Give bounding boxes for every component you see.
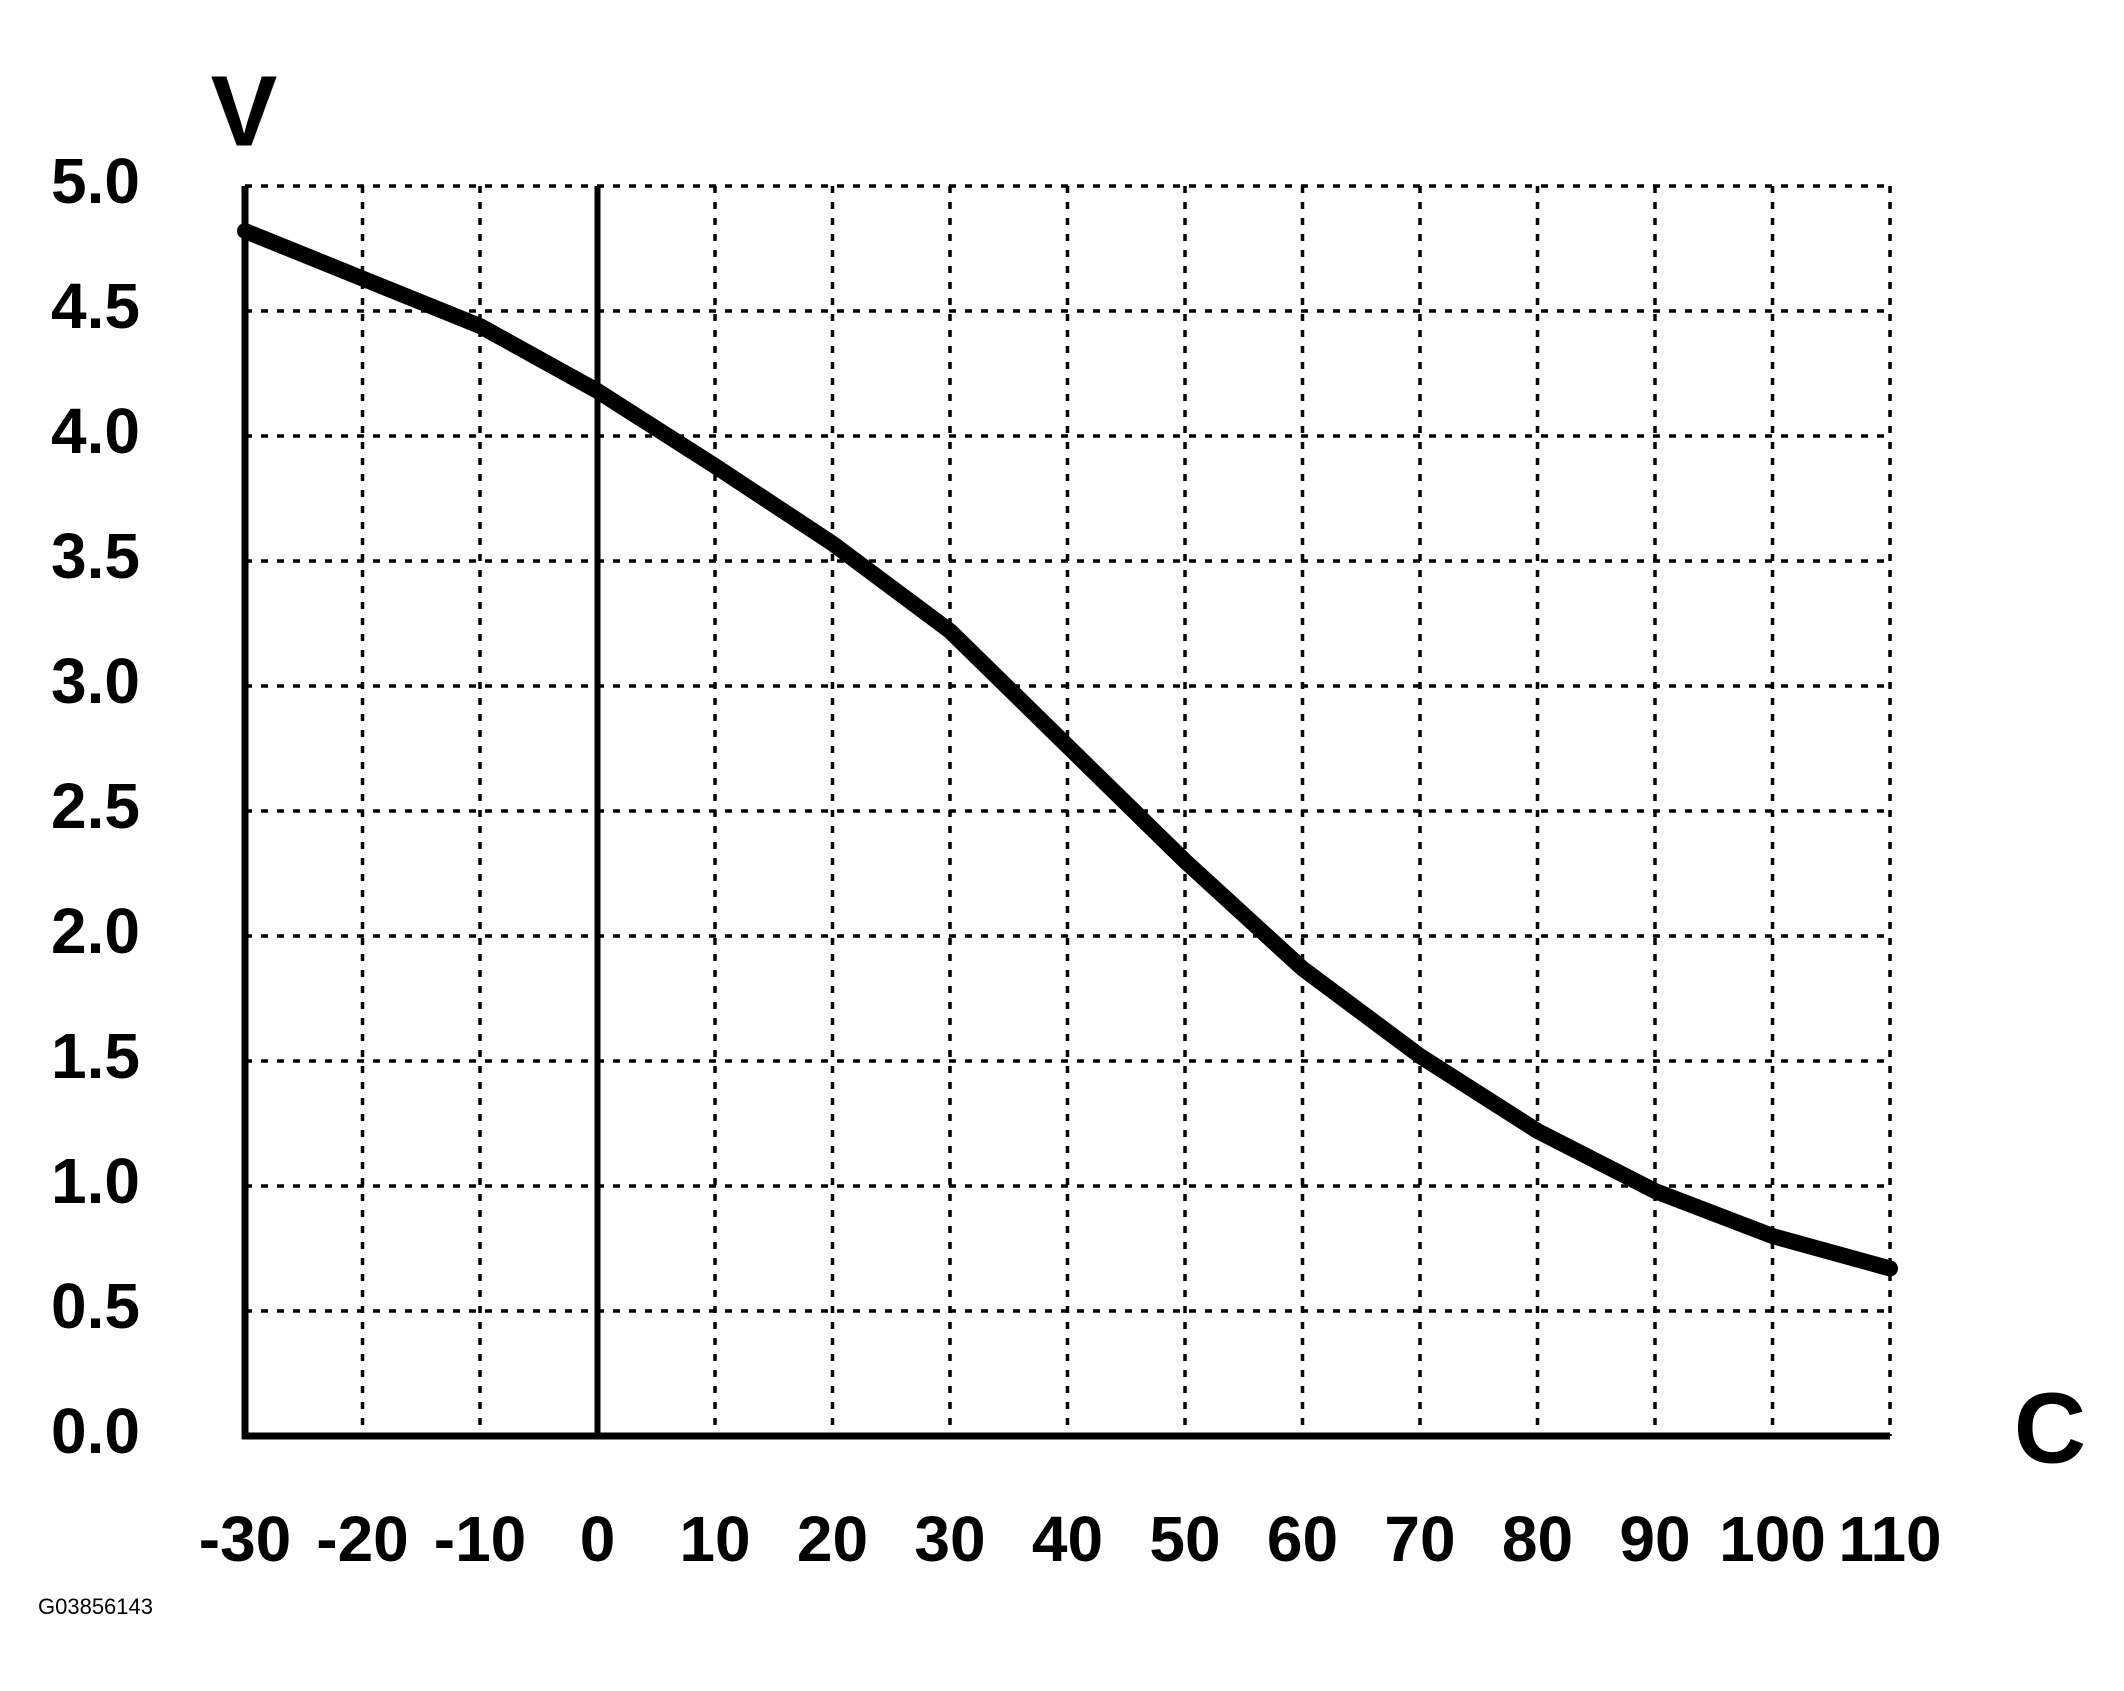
x-tick-label: -10 xyxy=(434,1503,527,1575)
y-tick-label: 0.5 xyxy=(51,1270,140,1342)
y-tick-label: 1.5 xyxy=(51,1020,140,1092)
y-tick-label: 2.0 xyxy=(51,895,140,967)
y-axis-label: V xyxy=(211,55,278,167)
x-tick-label: 50 xyxy=(1149,1503,1220,1575)
x-axis-label: C xyxy=(2014,1372,2086,1484)
x-tick-label: 10 xyxy=(679,1503,750,1575)
x-tick-label: 110 xyxy=(1838,1503,1941,1575)
x-tick-label: 30 xyxy=(914,1503,985,1575)
y-tick-label: 5.0 xyxy=(51,145,140,217)
x-tick-label: 90 xyxy=(1619,1503,1690,1575)
x-tick-label: -20 xyxy=(316,1503,409,1575)
y-tick-label: 0.0 xyxy=(51,1395,140,1467)
x-tick-label: -30 xyxy=(199,1503,292,1575)
y-tick-label: 3.5 xyxy=(51,520,140,592)
x-tick-label: 60 xyxy=(1267,1503,1338,1575)
x-tick-label: 0 xyxy=(580,1503,616,1575)
y-tick-label: 4.5 xyxy=(51,270,140,342)
data-line xyxy=(237,223,1898,1277)
y-tick-label: 4.0 xyxy=(51,395,140,467)
x-tick-label: 40 xyxy=(1032,1503,1103,1575)
y-tick-label: 3.0 xyxy=(51,645,140,717)
x-tick-label: 100 xyxy=(1719,1503,1826,1575)
y-tick-label: 2.5 xyxy=(51,770,140,842)
y-tick-label: 1.0 xyxy=(51,1145,140,1217)
footnote: G03856143 xyxy=(38,1594,153,1619)
x-tick-label: 80 xyxy=(1502,1503,1573,1575)
x-tick-label: 70 xyxy=(1384,1503,1455,1575)
x-tick-label: 20 xyxy=(797,1503,868,1575)
